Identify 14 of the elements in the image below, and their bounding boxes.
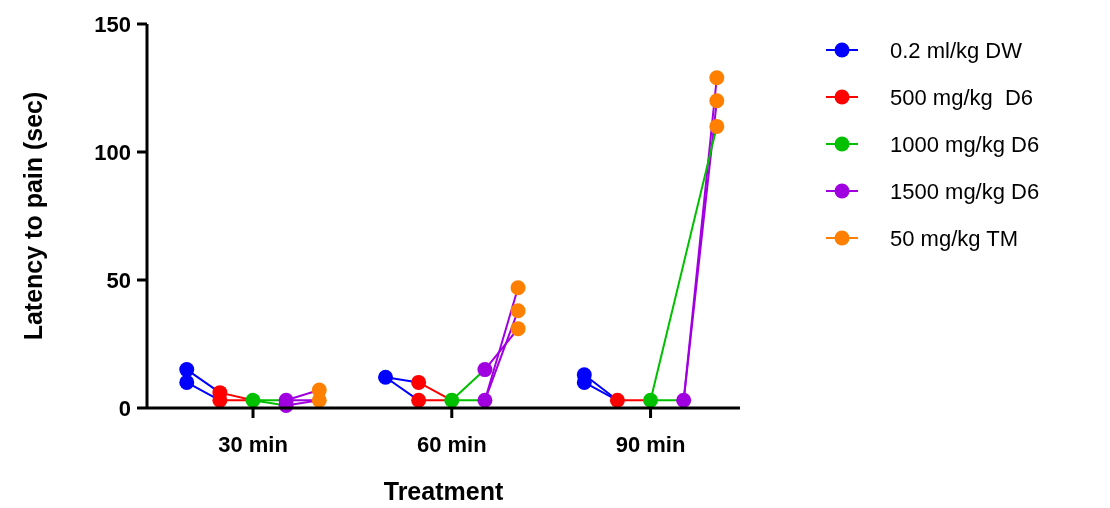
x-tick-label: 60 min <box>416 432 487 457</box>
legend-label: 50 mg/kg TM <box>890 225 1018 251</box>
legend-label: 500 mg/kg D6 <box>890 84 1034 110</box>
legend-label: 1500 mg/kg D6 <box>890 178 1040 204</box>
legend-label: 1000 mg/kg D6 <box>890 131 1040 157</box>
y-tick-label: 0 <box>118 395 131 421</box>
x-axis-title: Treatment <box>383 477 504 505</box>
y-tick-label: 50 <box>106 267 131 293</box>
y-axis-title: Latency to pain (sec) <box>19 91 47 341</box>
y-tick-label: 150 <box>94 11 131 37</box>
y-tick-label: 100 <box>94 139 131 165</box>
legend-label: 0.2 ml/kg DW <box>890 37 1023 63</box>
x-tick-label: 30 min <box>218 432 288 457</box>
x-tick-label: 90 min <box>615 432 686 457</box>
